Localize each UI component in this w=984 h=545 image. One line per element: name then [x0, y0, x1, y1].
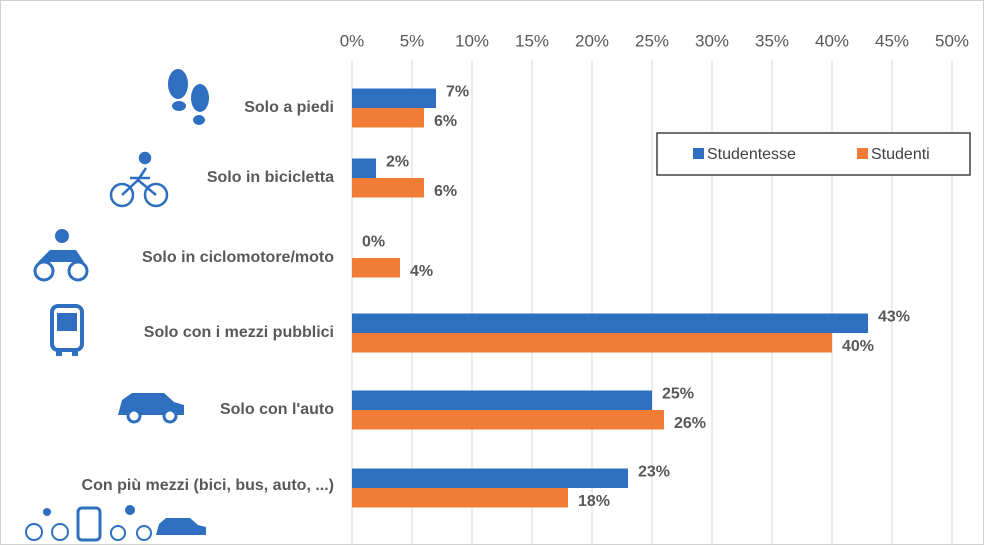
mixed-icons — [25, 505, 206, 542]
x-tick-label: 40% — [815, 31, 849, 50]
category-label: Solo con i mezzi pubblici — [144, 324, 334, 341]
bar — [352, 313, 868, 333]
value-label: 0% — [362, 233, 385, 250]
bar — [352, 108, 424, 128]
scooter-icon — [33, 229, 89, 282]
x-tick-label: 15% — [515, 31, 549, 50]
bar — [352, 468, 628, 488]
x-tick-label: 25% — [635, 31, 669, 50]
category-label: Con più mezzi (bici, bus, auto, ...) — [82, 477, 334, 494]
bar — [352, 158, 376, 178]
legend-label: Studenti — [871, 146, 930, 163]
bar — [352, 178, 424, 198]
bar — [352, 258, 400, 278]
value-label: 6% — [434, 113, 457, 130]
value-label: 43% — [878, 308, 910, 325]
bus-icon — [50, 304, 84, 356]
value-label: 40% — [842, 338, 874, 355]
bicycle-icon — [109, 151, 169, 208]
x-tick-label: 0% — [340, 31, 365, 50]
value-label: 6% — [434, 183, 457, 200]
value-label: 23% — [638, 463, 670, 480]
bar — [352, 390, 652, 410]
value-label: 4% — [410, 263, 433, 280]
x-tick-label: 10% — [455, 31, 489, 50]
value-label: 7% — [446, 83, 469, 100]
footprints-icon — [168, 69, 209, 125]
bar — [352, 488, 568, 508]
value-label: 25% — [662, 385, 694, 402]
legend-label: Studentesse — [707, 146, 796, 163]
legend-swatch — [857, 148, 868, 159]
category-label: Solo in ciclomotore/moto — [142, 249, 334, 266]
x-tick-label: 50% — [935, 31, 969, 50]
value-label: 18% — [578, 493, 610, 510]
x-tick-label: 5% — [400, 31, 425, 50]
bar — [352, 88, 436, 108]
x-tick-label: 20% — [575, 31, 609, 50]
legend-swatch — [693, 148, 704, 159]
value-label: 2% — [386, 153, 409, 170]
bar — [352, 333, 832, 353]
car-icon — [118, 393, 184, 424]
category-label: Solo in bicicletta — [207, 169, 334, 186]
legend-box — [656, 132, 971, 176]
x-tick-label: 35% — [755, 31, 789, 50]
value-label: 26% — [674, 415, 706, 432]
x-tick-label: 45% — [875, 31, 909, 50]
x-tick-label: 30% — [695, 31, 729, 50]
category-label: Solo con l'auto — [220, 401, 334, 418]
icons — [25, 69, 209, 542]
category-label: Solo a piedi — [244, 99, 334, 116]
bar — [352, 410, 664, 430]
